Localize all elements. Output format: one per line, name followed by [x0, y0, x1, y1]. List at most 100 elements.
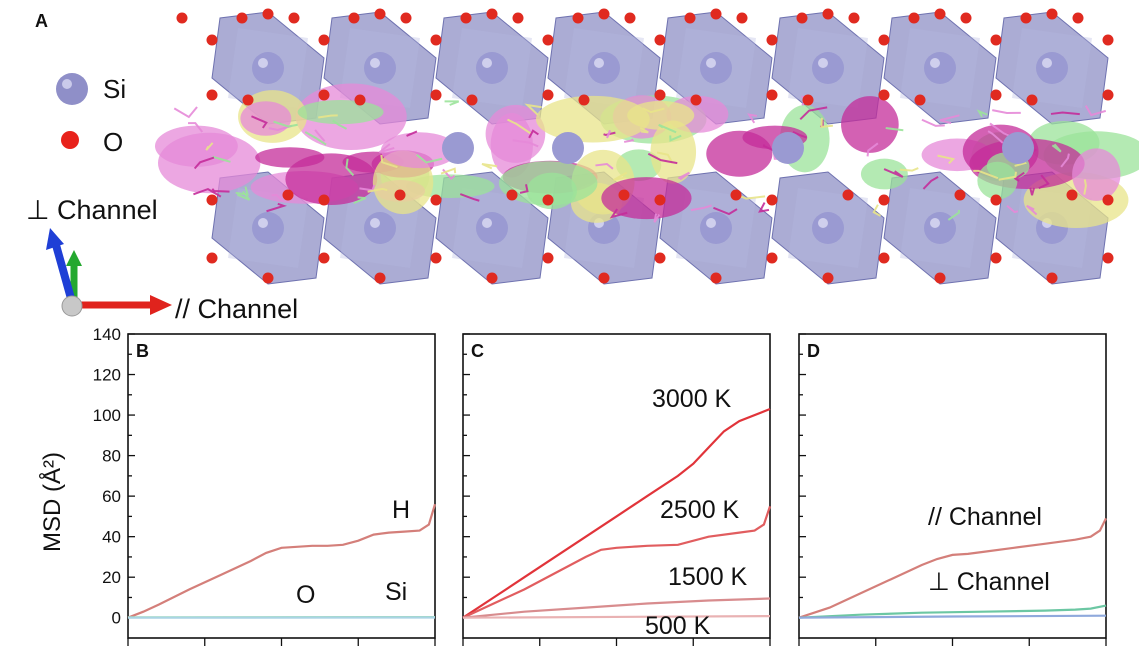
- trajectory-segment: [866, 142, 879, 157]
- trajectory-segment: [1013, 171, 1025, 182]
- trajectory-segment: [595, 162, 614, 170]
- z-axis-arrowhead: [46, 228, 64, 250]
- trajectory-segment: [976, 109, 988, 118]
- crystal-structure: [154, 8, 1139, 285]
- proton-trajectory: [601, 177, 692, 220]
- si-legend-marker: [56, 73, 88, 105]
- o-atom: [1102, 194, 1114, 206]
- o-atom: [206, 89, 218, 101]
- o-atom: [318, 89, 330, 101]
- si-legend-highlight: [62, 79, 72, 89]
- trajectory-segment: [656, 151, 674, 164]
- trajectory-segment: [268, 124, 292, 131]
- si-atom-highlight: [482, 58, 492, 68]
- trajectory-segment: [1084, 105, 1107, 117]
- y-tick-label: 80: [102, 447, 121, 466]
- o-atom: [802, 94, 814, 106]
- o-atom: [730, 189, 742, 201]
- o-atom: [318, 194, 330, 206]
- y-tick-label: 20: [102, 568, 121, 587]
- proton-trajectory: [650, 120, 697, 184]
- o-atom: [400, 12, 412, 24]
- o-atom: [990, 194, 1002, 206]
- o-atom: [542, 89, 554, 101]
- trajectory-segment: [378, 143, 395, 154]
- trajectory-segment: [947, 209, 960, 221]
- proton-trajectory: [841, 96, 899, 153]
- o-atom: [262, 272, 274, 284]
- o-atom: [878, 194, 890, 206]
- o-atom: [842, 189, 854, 201]
- o-atom: [690, 94, 702, 106]
- si-atom-highlight: [482, 218, 492, 228]
- o-atom: [506, 189, 518, 201]
- trajectory-segment: [266, 202, 287, 213]
- si-atom-highlight: [1042, 58, 1052, 68]
- trajectory-segment: [211, 188, 230, 193]
- chart-panel-d: D // Channel ⊥ Channel: [798, 333, 1107, 646]
- trajectory-segment: [332, 119, 348, 130]
- proton-trajectory: [526, 172, 577, 210]
- o-atom: [1102, 34, 1114, 46]
- o-atom: [282, 189, 294, 201]
- proton-trajectory: [255, 147, 325, 168]
- trajectory-segment: [922, 176, 939, 190]
- series-annotation: ⊥ Channel: [928, 568, 1050, 596]
- si-atom: [442, 132, 474, 164]
- o-atom: [318, 34, 330, 46]
- series-annotation: H: [392, 496, 410, 524]
- axis-triad: ⊥ Channel // Channel: [26, 195, 298, 324]
- y-tick-label: 140: [93, 325, 121, 344]
- trajectory-segment: [899, 167, 919, 172]
- trajectory-segment: [380, 154, 398, 169]
- si-atom: [1036, 52, 1068, 84]
- trajectory-segment: [998, 171, 1017, 181]
- o-atom: [598, 8, 610, 20]
- o-atom: [684, 12, 696, 24]
- series-line-1500-k: [462, 597, 771, 619]
- trajectory-segment: [235, 186, 249, 196]
- o-atom: [954, 189, 966, 201]
- perp-channel-axis-label: ⊥ Channel: [26, 195, 158, 225]
- si-atom: [552, 132, 584, 164]
- trajectory-segment: [512, 139, 539, 148]
- o-legend-marker: [61, 131, 79, 149]
- proton-trajectory: [297, 100, 384, 125]
- o-legend-label: O: [103, 127, 123, 157]
- o-atom: [736, 12, 748, 24]
- o-atom: [206, 194, 218, 206]
- trajectory-segment: [872, 204, 882, 217]
- series-line-h: [127, 503, 437, 619]
- trajectory-segment: [507, 118, 531, 135]
- trajectory-segment: [885, 126, 904, 132]
- trajectory-segment: [524, 103, 542, 116]
- o-atom: [618, 189, 630, 201]
- trajectory-segment: [883, 168, 904, 178]
- o-atom: [206, 34, 218, 46]
- o-atom: [242, 94, 254, 106]
- o-atom: [710, 8, 722, 20]
- o-atom: [572, 12, 584, 24]
- o-atom: [430, 194, 442, 206]
- o-atom: [598, 272, 610, 284]
- trajectory-segment: [406, 130, 418, 137]
- o-atom: [1102, 89, 1114, 101]
- si-atom: [364, 212, 396, 244]
- o-atom: [766, 34, 778, 46]
- chart-panel-c: C 3000 K 2500 K 1500 K 500 K: [462, 333, 772, 646]
- trajectory-segment: [188, 122, 204, 133]
- trajectory-segment: [609, 208, 628, 219]
- si-atom-highlight: [706, 218, 716, 228]
- si-atom: [700, 52, 732, 84]
- o-atom: [176, 12, 188, 24]
- trajectory-segment: [792, 131, 808, 139]
- o-atom: [624, 12, 636, 24]
- si-atom-highlight: [930, 58, 940, 68]
- trajectory-segment: [606, 129, 612, 139]
- trajectory-segment: [193, 156, 215, 170]
- si-atom: [700, 212, 732, 244]
- trajectory-segment: [440, 167, 457, 175]
- trajectory-segment: [647, 152, 678, 165]
- o-atom: [766, 194, 778, 206]
